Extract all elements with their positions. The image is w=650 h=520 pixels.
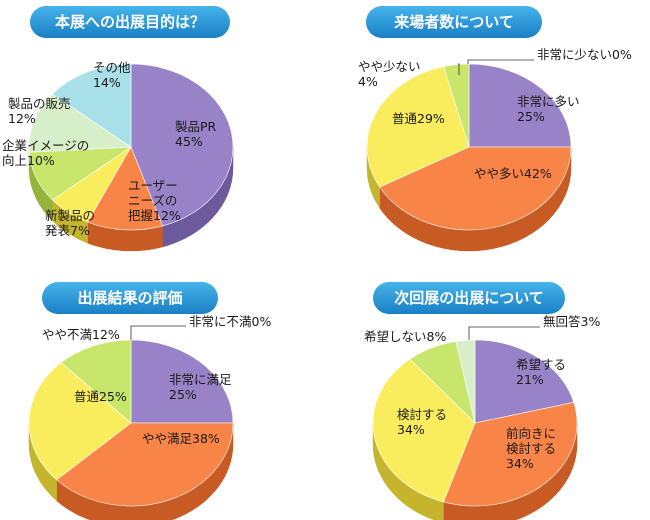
pie-slice-2 (379, 146, 572, 231)
slice-label: その他 14% (93, 60, 131, 90)
pie-top (366, 63, 572, 231)
pie-slice-6 (51, 63, 132, 148)
pie-slice-2 (87, 146, 163, 231)
chart-title-pill (30, 6, 230, 38)
pie-slice-1 (474, 339, 575, 424)
pie-slice-3 (366, 66, 470, 188)
slice-label: やや不満12% (42, 327, 120, 342)
pie-top (372, 339, 578, 507)
chart-title-pill (373, 282, 565, 314)
pie-slice-1 (130, 63, 234, 227)
slice-label: やや少ない 4% (358, 59, 421, 89)
slice-label: やや多い42% (474, 166, 552, 181)
chart-title: 次回展の出展について (394, 289, 544, 307)
pie-top (28, 63, 234, 231)
chart-title-pill (366, 6, 542, 38)
slice-label: 非常に満足 25% (169, 372, 232, 402)
slice-label: 非常に多い 25% (517, 94, 580, 124)
slice-label: ユーザーニーズの把握12% (128, 178, 181, 223)
pie-chart-1: 本展への出展目的は？ 製品PR 45% ユーザーニーズの把握12% 新製品の発表7% 企業… (2, 6, 234, 252)
pie-slice-1 (130, 339, 234, 424)
slice-label: 検討する 34% (397, 407, 447, 437)
pie-top (28, 339, 234, 507)
pie-slice-4 (60, 339, 132, 424)
pie-slice-3 (372, 358, 476, 503)
pie-slice-3 (28, 362, 132, 481)
leader-line (458, 63, 460, 75)
pie-side-wall (28, 146, 234, 252)
leader-line (467, 59, 534, 64)
slice-label: やや満足38% (142, 431, 220, 446)
slice-label: 非常に不満0% (189, 314, 271, 329)
slice-label: 企業イメージの向上10% (2, 138, 89, 168)
slice-label: 前向きに検討する 34% (506, 426, 556, 471)
slice-label: 非常に少ない0% (537, 47, 632, 62)
slice-label: 新製品の発表7% (45, 208, 95, 238)
slice-label: 希望する 21% (516, 357, 566, 387)
pie-slice-1 (468, 63, 572, 148)
slice-label: 製品PR 45% (175, 119, 217, 149)
chart-title: 来場者数について (393, 13, 514, 31)
pie-slice-2 (443, 402, 578, 507)
leader-line (468, 326, 540, 340)
leader-line (130, 325, 186, 340)
slice-label: 無回答3% (543, 314, 600, 329)
pie-slice-2 (56, 422, 234, 507)
slice-label: 普通29% (392, 111, 445, 126)
pie-slice-5 (455, 339, 476, 424)
chart-title: 出展結果の評価 (77, 289, 182, 307)
slice-label: 希望しない8% (364, 329, 446, 344)
slice-label: 製品の販売 12% (8, 96, 71, 126)
slice-label: 普通25% (74, 389, 127, 404)
chart-title-pill (42, 282, 218, 314)
pie-slice-4 (443, 63, 470, 148)
chart-title: 本展への出展目的は？ (55, 13, 205, 31)
pie-slice-5 (28, 93, 132, 153)
